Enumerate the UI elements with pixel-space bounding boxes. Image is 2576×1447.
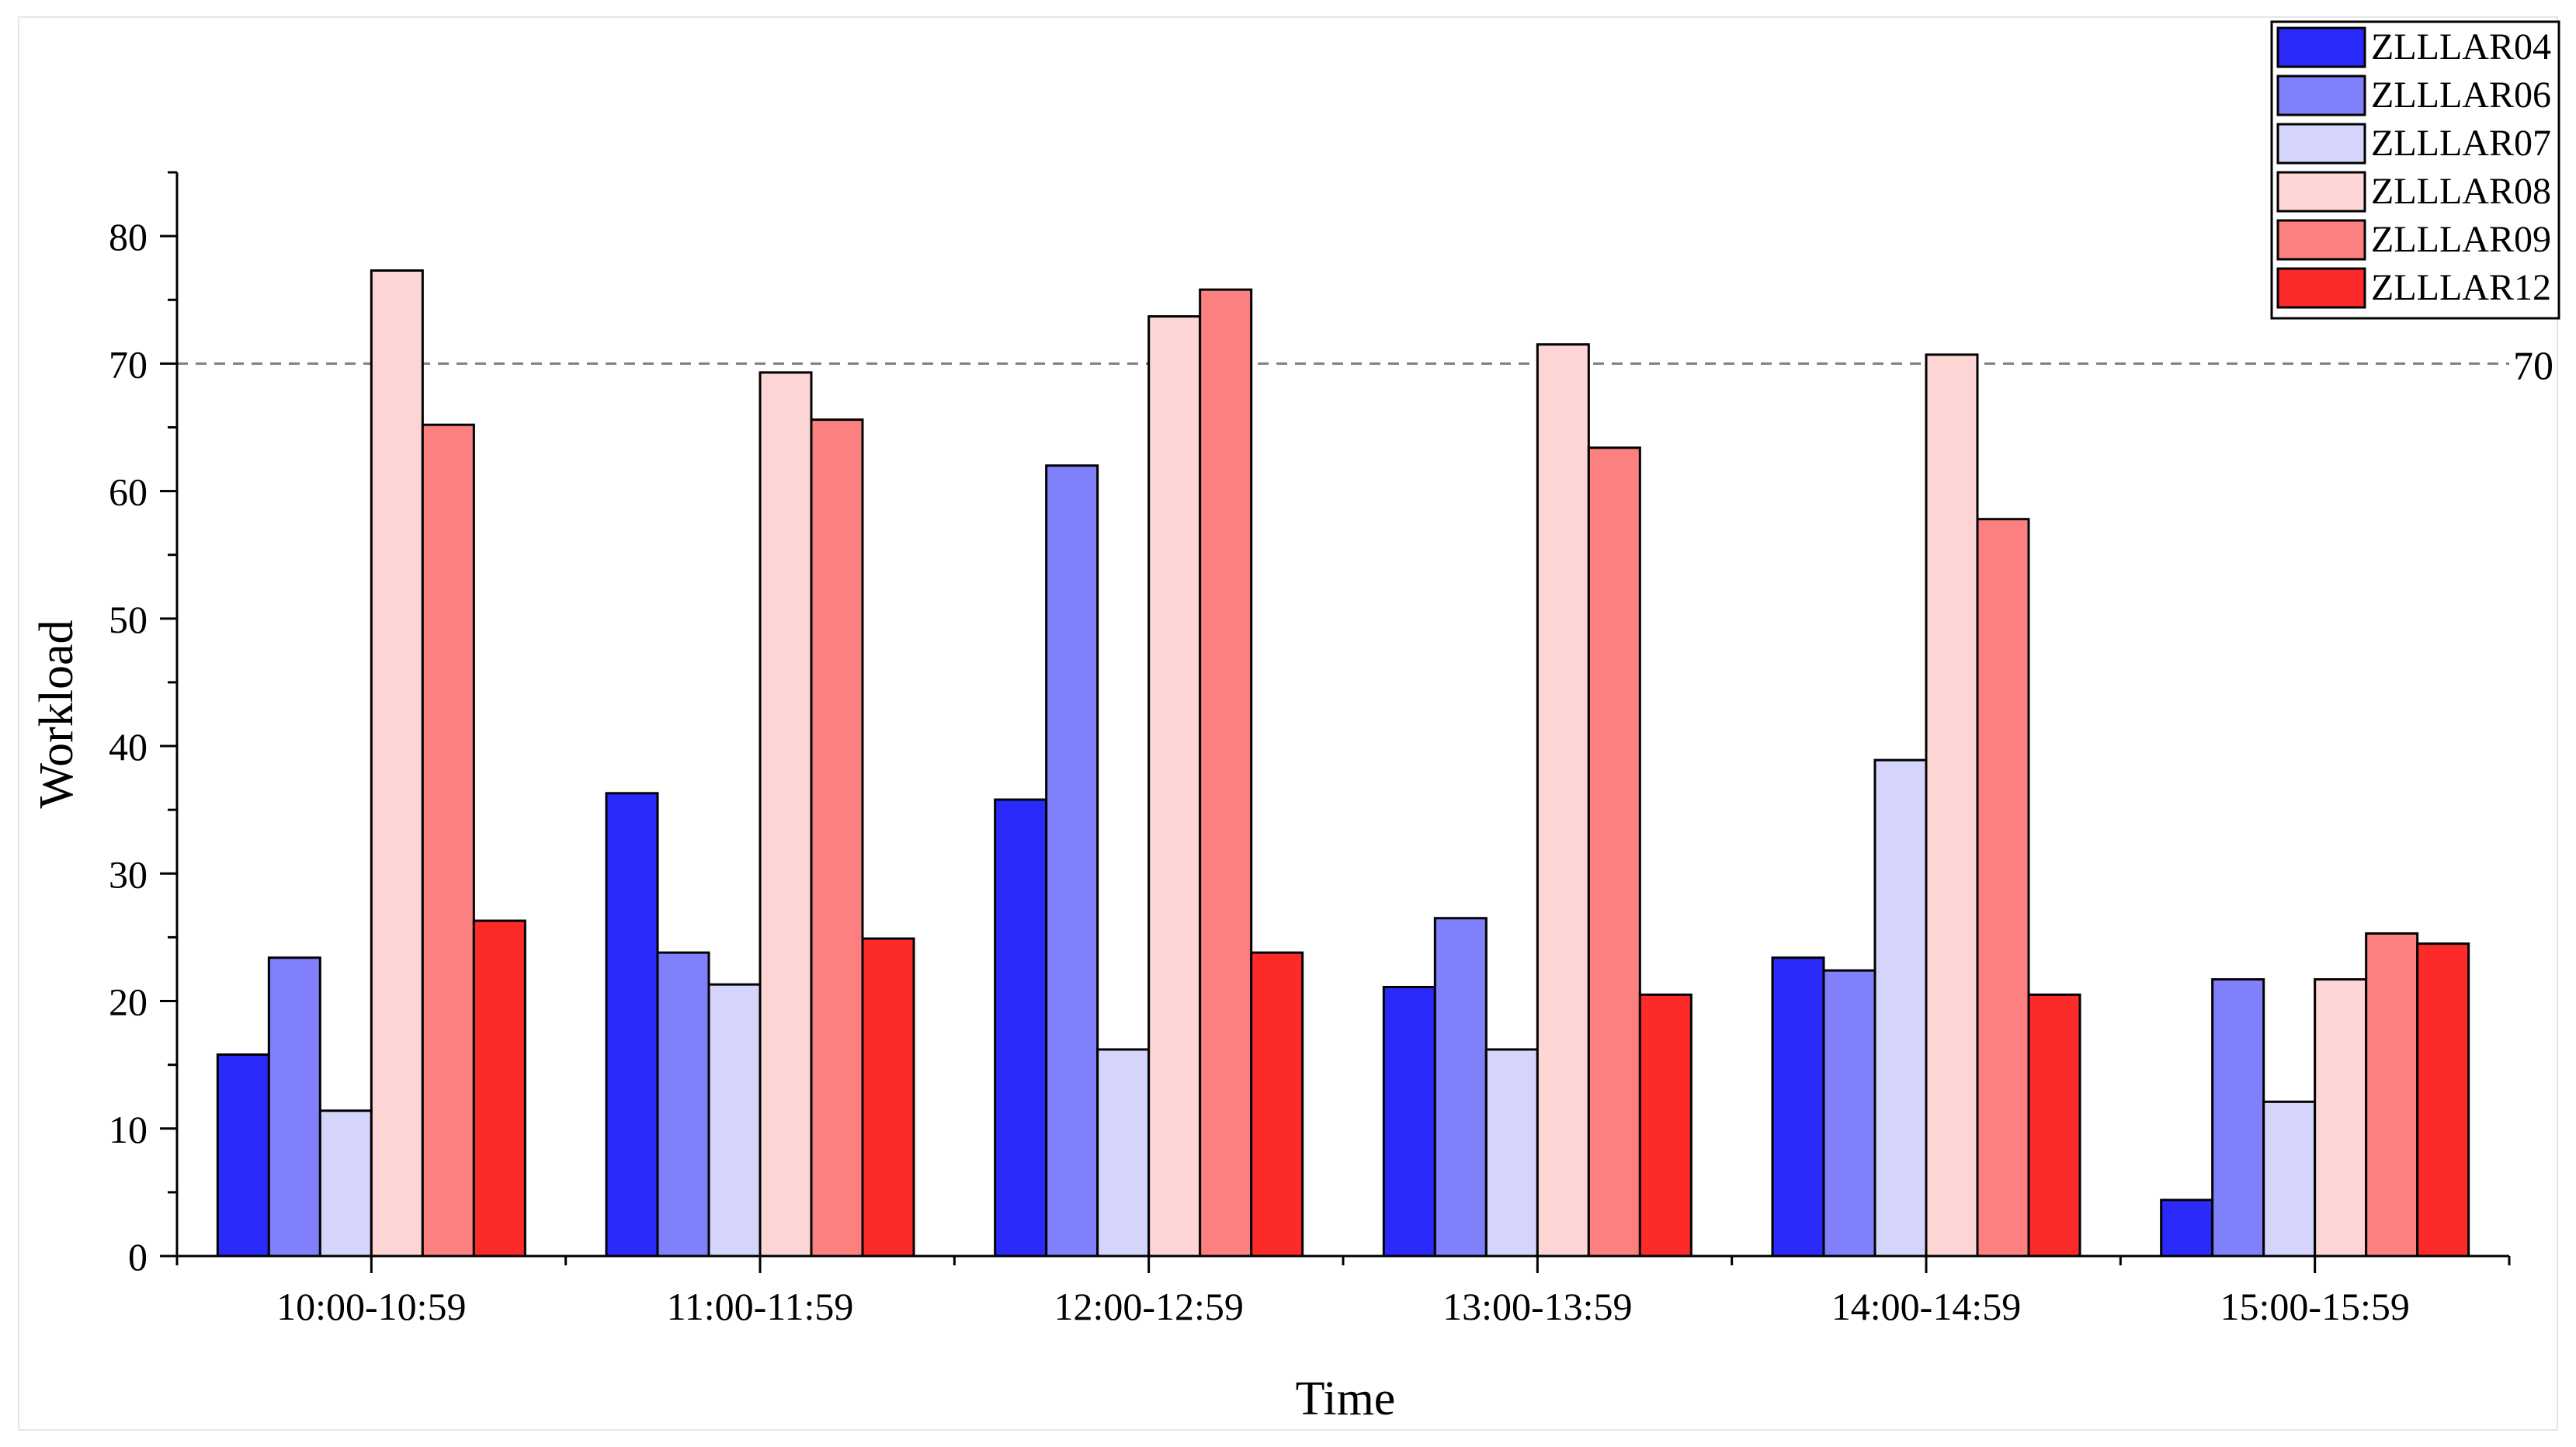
bar-zlllar07-6 [2262, 1100, 2317, 1258]
bar-zlllar09-5 [1976, 518, 2030, 1258]
bar-zlllar07-1 [318, 1109, 373, 1258]
bar-zlllar04-5 [1771, 956, 1825, 1258]
y-tick-label: 20 [109, 980, 148, 1024]
bar-zlllar09-3 [1199, 288, 1253, 1258]
y-tick-label: 30 [109, 852, 148, 896]
bar-zlllar04-6 [2160, 1199, 2214, 1258]
bar-zlllar12-4 [1638, 993, 1692, 1258]
bar-zlllar04-4 [1382, 985, 1436, 1258]
bar-zlllar08-2 [759, 371, 813, 1258]
bars-layer [177, 269, 2509, 1258]
legend-swatch-zlllar08 [2276, 171, 2366, 213]
bar-zlllar07-3 [1096, 1048, 1151, 1258]
bar-zlllar08-4 [1536, 343, 1590, 1258]
legend-frame [2270, 20, 2560, 320]
legend-swatch-zlllar04 [2276, 26, 2366, 68]
bar-zlllar12-2 [861, 937, 915, 1258]
legend-label-zlllar06: ZLLLAR06 [2371, 75, 2551, 116]
bar-zlllar09-6 [2365, 932, 2419, 1258]
bar-zlllar06-5 [1822, 969, 1876, 1258]
legend-label-zlllar04: ZLLLAR04 [2371, 26, 2551, 68]
legend-swatch-zlllar12 [2276, 267, 2366, 309]
bar-zlllar08-1 [370, 269, 424, 1258]
y-tick-label: 60 [109, 470, 148, 514]
bar-zlllar08-3 [1147, 315, 1202, 1258]
bar-zlllar09-4 [1587, 446, 1641, 1258]
y-tick-label: 50 [109, 598, 148, 641]
x-axis-title: Time [1296, 1372, 1396, 1425]
y-tick-label: 0 [128, 1235, 148, 1279]
bar-zlllar12-1 [472, 919, 526, 1258]
bar-zlllar08-6 [2314, 978, 2368, 1258]
bar-zlllar07-5 [1873, 758, 1928, 1258]
bar-zlllar04-1 [216, 1053, 270, 1258]
axes-layer: 70 0 10 20 30 40 50 60 70 80 10:00-10:59 11:00-11:5… [109, 171, 2553, 1328]
bar-zlllar06-1 [267, 956, 321, 1258]
legend-label-zlllar12: ZLLLAR12 [2371, 267, 2551, 308]
bar-zlllar07-2 [707, 983, 762, 1258]
y-axis-title: Workload [30, 620, 83, 809]
bar-zlllar06-2 [656, 951, 710, 1258]
x-tick-label: 13:00-13:59 [1442, 1285, 1632, 1328]
legend-label-zlllar07: ZLLLAR07 [2371, 123, 2551, 164]
bar-zlllar09-1 [421, 423, 475, 1258]
bar-zlllar06-3 [1045, 464, 1099, 1258]
figure-frame [18, 16, 2558, 1431]
y-tick-label: 40 [109, 725, 148, 769]
bar-zlllar06-6 [2211, 978, 2265, 1258]
bar-zlllar09-2 [810, 418, 864, 1258]
legend-label-zlllar09: ZLLLAR09 [2371, 219, 2551, 260]
bar-zlllar04-3 [994, 798, 1048, 1258]
x-tick-label: 11:00-11:59 [667, 1285, 854, 1328]
x-tick-label: 14:00-14:59 [1831, 1285, 2021, 1328]
y-tick-label: 70 [109, 342, 148, 386]
bar-zlllar12-5 [2027, 993, 2081, 1258]
x-tick-label: 15:00-15:59 [2220, 1285, 2409, 1328]
bar-zlllar04-2 [605, 792, 659, 1258]
bar-zlllar08-5 [1925, 353, 1979, 1258]
y-tick-label: 80 [109, 215, 148, 259]
legend-swatch-zlllar09 [2276, 219, 2366, 261]
x-tick-label: 12:00-12:59 [1054, 1285, 1243, 1328]
reference-line-label: 70 [2513, 344, 2553, 388]
legend-swatch-zlllar07 [2276, 123, 2366, 165]
bar-zlllar12-6 [2416, 942, 2470, 1258]
bar-zlllar12-3 [1250, 951, 1304, 1258]
legend-label-zlllar08: ZLLLAR08 [2371, 171, 2551, 212]
bar-zlllar07-4 [1484, 1048, 1539, 1258]
x-tick-label: 10:00-10:59 [276, 1285, 466, 1328]
bar-zlllar06-4 [1433, 917, 1488, 1258]
legend: ZLLLAR04 ZLLLAR06 ZLLLAR07 ZLLLAR08 ZLLLAR09… [2270, 20, 2560, 320]
y-tick-label: 10 [109, 1108, 148, 1151]
legend-swatch-zlllar06 [2276, 75, 2366, 116]
